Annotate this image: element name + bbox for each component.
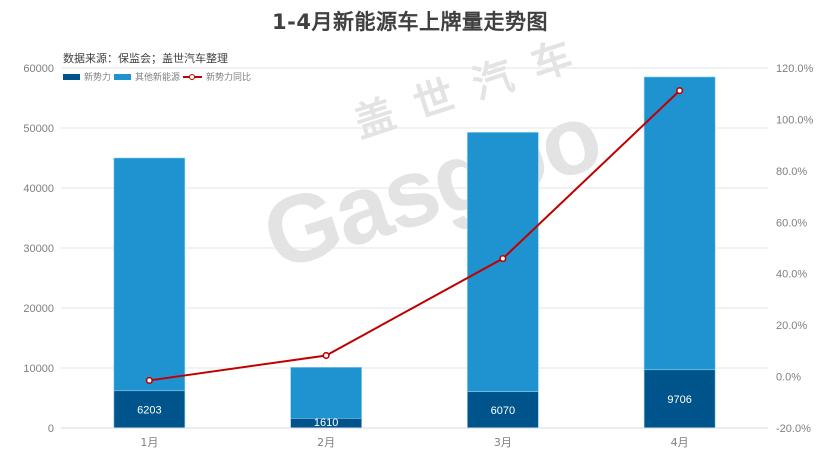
bar-value-label: 9706: [667, 394, 691, 406]
legend-swatch-light-blue: [114, 73, 132, 80]
y-axis-tick-label: 60000: [23, 63, 54, 75]
bar-other-nev: [643, 76, 716, 371]
y2-axis-tick-label: 20.0%: [776, 320, 807, 332]
x-axis-category-label: 2月: [317, 436, 335, 449]
yoy-data-point: [499, 254, 507, 263]
data-source-note: 数据来源：保监会；盖世汽车整理: [63, 52, 228, 65]
y-axis-tick-label: 10000: [23, 363, 54, 375]
bar-value-label: 6070: [491, 405, 515, 417]
legend-item-other-nev: 其他新能源: [114, 70, 180, 83]
yoy-data-point: [676, 87, 684, 95]
legend-item-yoy-line: 新势力同比: [183, 70, 251, 83]
bar-other-nev: [290, 367, 362, 419]
legend-line-marker-icon: [183, 73, 203, 81]
y2-axis-tick-label: 80.0%: [776, 166, 807, 178]
x-axis-category-label: 1月: [140, 436, 158, 449]
y2-axis-tick-label: 100.0%: [776, 114, 814, 126]
x-axis-category-label: 3月: [494, 436, 512, 449]
legend-label: 新势力: [84, 73, 112, 83]
y-axis-tick-label: 0: [48, 423, 54, 435]
legend-label: 新势力同比: [206, 73, 252, 83]
bar-value-label: 1610: [314, 417, 338, 429]
y-axis-tick-label: 30000: [23, 243, 54, 255]
legend-swatch-dark-blue: [63, 73, 80, 80]
legend-label: 其他新能源: [135, 73, 181, 83]
legend: 新势力 其他新能源 新势力同比: [63, 70, 254, 83]
y-axis-tick-label: 20000: [23, 303, 54, 315]
bar-other-nev: [113, 157, 186, 392]
legend-item-new-forces: 新势力: [63, 70, 111, 83]
bar-new-forces: [643, 369, 716, 429]
y-axis-tick-label: 50000: [23, 123, 54, 135]
bar-new-forces: [467, 391, 539, 429]
x-axis-category-label: 4月: [671, 436, 689, 449]
y2-axis-tick-label: 0.0%: [776, 372, 801, 384]
yoy-line: [149, 89, 681, 382]
y2-axis-tick-label: 120.0%: [776, 63, 814, 75]
y2-axis-tick-label: 60.0%: [776, 217, 807, 229]
bar-value-label: 6203: [137, 404, 161, 416]
y-axis-tick-label: 40000: [23, 183, 54, 195]
y2-axis-tick-label: 40.0%: [776, 269, 807, 281]
yoy-data-point: [145, 376, 153, 385]
bar-new-forces: [113, 390, 186, 429]
yoy-data-point: [322, 351, 330, 360]
y2-axis-tick-label: -20.0%: [776, 423, 811, 435]
chart-title: 1-4月新能源车上牌量走势图: [272, 10, 548, 34]
